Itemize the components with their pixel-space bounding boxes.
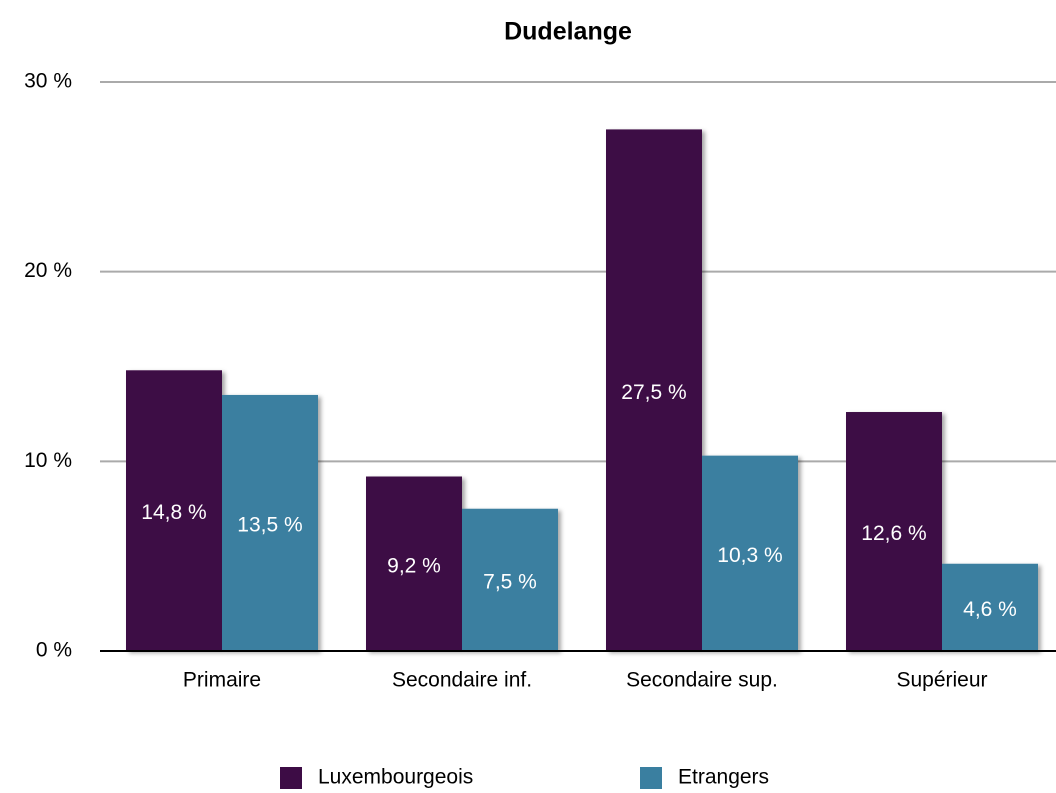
y-tick-label: 10 % xyxy=(24,449,72,472)
legend-label: Luxembourgeois xyxy=(318,766,473,789)
x-tick-label: Supérieur xyxy=(896,669,987,692)
y-tick-label: 30 % xyxy=(24,70,72,93)
x-tick-label: Secondaire inf. xyxy=(392,669,532,692)
y-tick-label: 20 % xyxy=(24,259,72,282)
bar xyxy=(222,394,318,651)
value-label: 10,3 % xyxy=(717,544,782,567)
value-label: 9,2 % xyxy=(387,554,441,577)
legend-label: Etrangers xyxy=(678,766,769,789)
legend-swatch xyxy=(640,767,662,789)
bar xyxy=(846,412,942,651)
value-label: 14,8 % xyxy=(141,501,206,524)
value-label: 4,6 % xyxy=(963,598,1017,621)
bar xyxy=(126,370,222,651)
y-tick-label: 0 % xyxy=(36,639,72,662)
chart-title: Dudelange xyxy=(504,18,632,46)
value-label: 12,6 % xyxy=(861,522,926,545)
legend-swatch xyxy=(280,767,302,789)
bar xyxy=(942,563,1038,651)
bar xyxy=(462,508,558,651)
bar xyxy=(606,129,702,651)
bar xyxy=(366,476,462,651)
bar xyxy=(702,455,798,651)
x-tick-label: Secondaire sup. xyxy=(626,669,778,692)
x-tick-label: Primaire xyxy=(183,669,261,692)
value-label: 27,5 % xyxy=(621,381,686,404)
value-label: 7,5 % xyxy=(483,570,537,593)
value-label: 13,5 % xyxy=(237,514,302,537)
